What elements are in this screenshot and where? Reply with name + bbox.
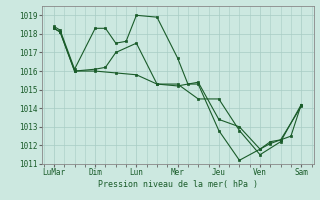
X-axis label: Pression niveau de la mer( hPa ): Pression niveau de la mer( hPa ): [98, 180, 258, 189]
